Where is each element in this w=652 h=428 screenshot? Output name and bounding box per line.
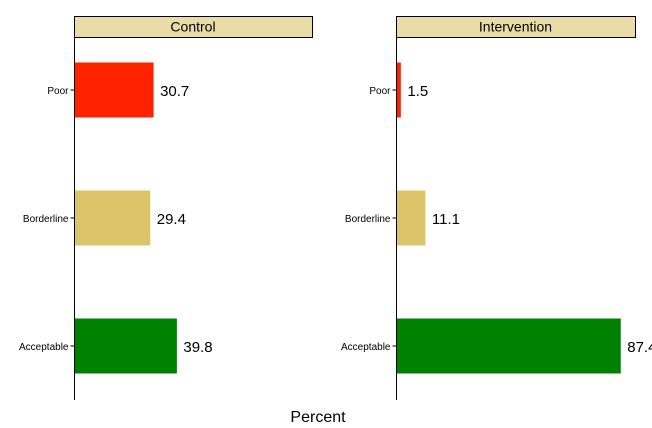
value-label-intervention-poor: 1.5 — [407, 83, 428, 100]
bar-intervention-borderline — [397, 190, 426, 246]
x-axis-label: Percent — [290, 409, 346, 423]
value-label-control-acceptable: 39.8 — [183, 339, 212, 356]
y-tick-label-intervention-poor: Poor — [369, 86, 391, 97]
value-label-control-borderline: 29.4 — [157, 211, 186, 228]
bar-intervention-poor — [397, 62, 401, 118]
bar-control-borderline — [75, 190, 151, 246]
value-label-intervention-acceptable: 87.4 — [627, 339, 652, 356]
value-label-intervention-borderline: 11.1 — [432, 211, 460, 228]
y-tick-label-control-poor: Poor — [47, 86, 69, 97]
bar-control-acceptable — [75, 318, 177, 374]
value-label-control-poor: 30.7 — [160, 83, 189, 100]
bar-intervention-acceptable — [397, 318, 621, 374]
y-tick-label-intervention-acceptable: Acceptable — [341, 342, 391, 353]
y-tick-label-intervention-borderline: Borderline — [345, 214, 391, 225]
y-tick-label-control-borderline: Borderline — [23, 214, 69, 225]
panel-strip-intervention — [396, 16, 636, 38]
bar-control-poor — [75, 62, 154, 118]
panel-title-intervention: Intervention — [479, 19, 552, 35]
panel-strip-control — [74, 16, 313, 38]
y-tick-label-control-acceptable: Acceptable — [19, 342, 69, 353]
panel-title-control: Control — [170, 19, 215, 35]
